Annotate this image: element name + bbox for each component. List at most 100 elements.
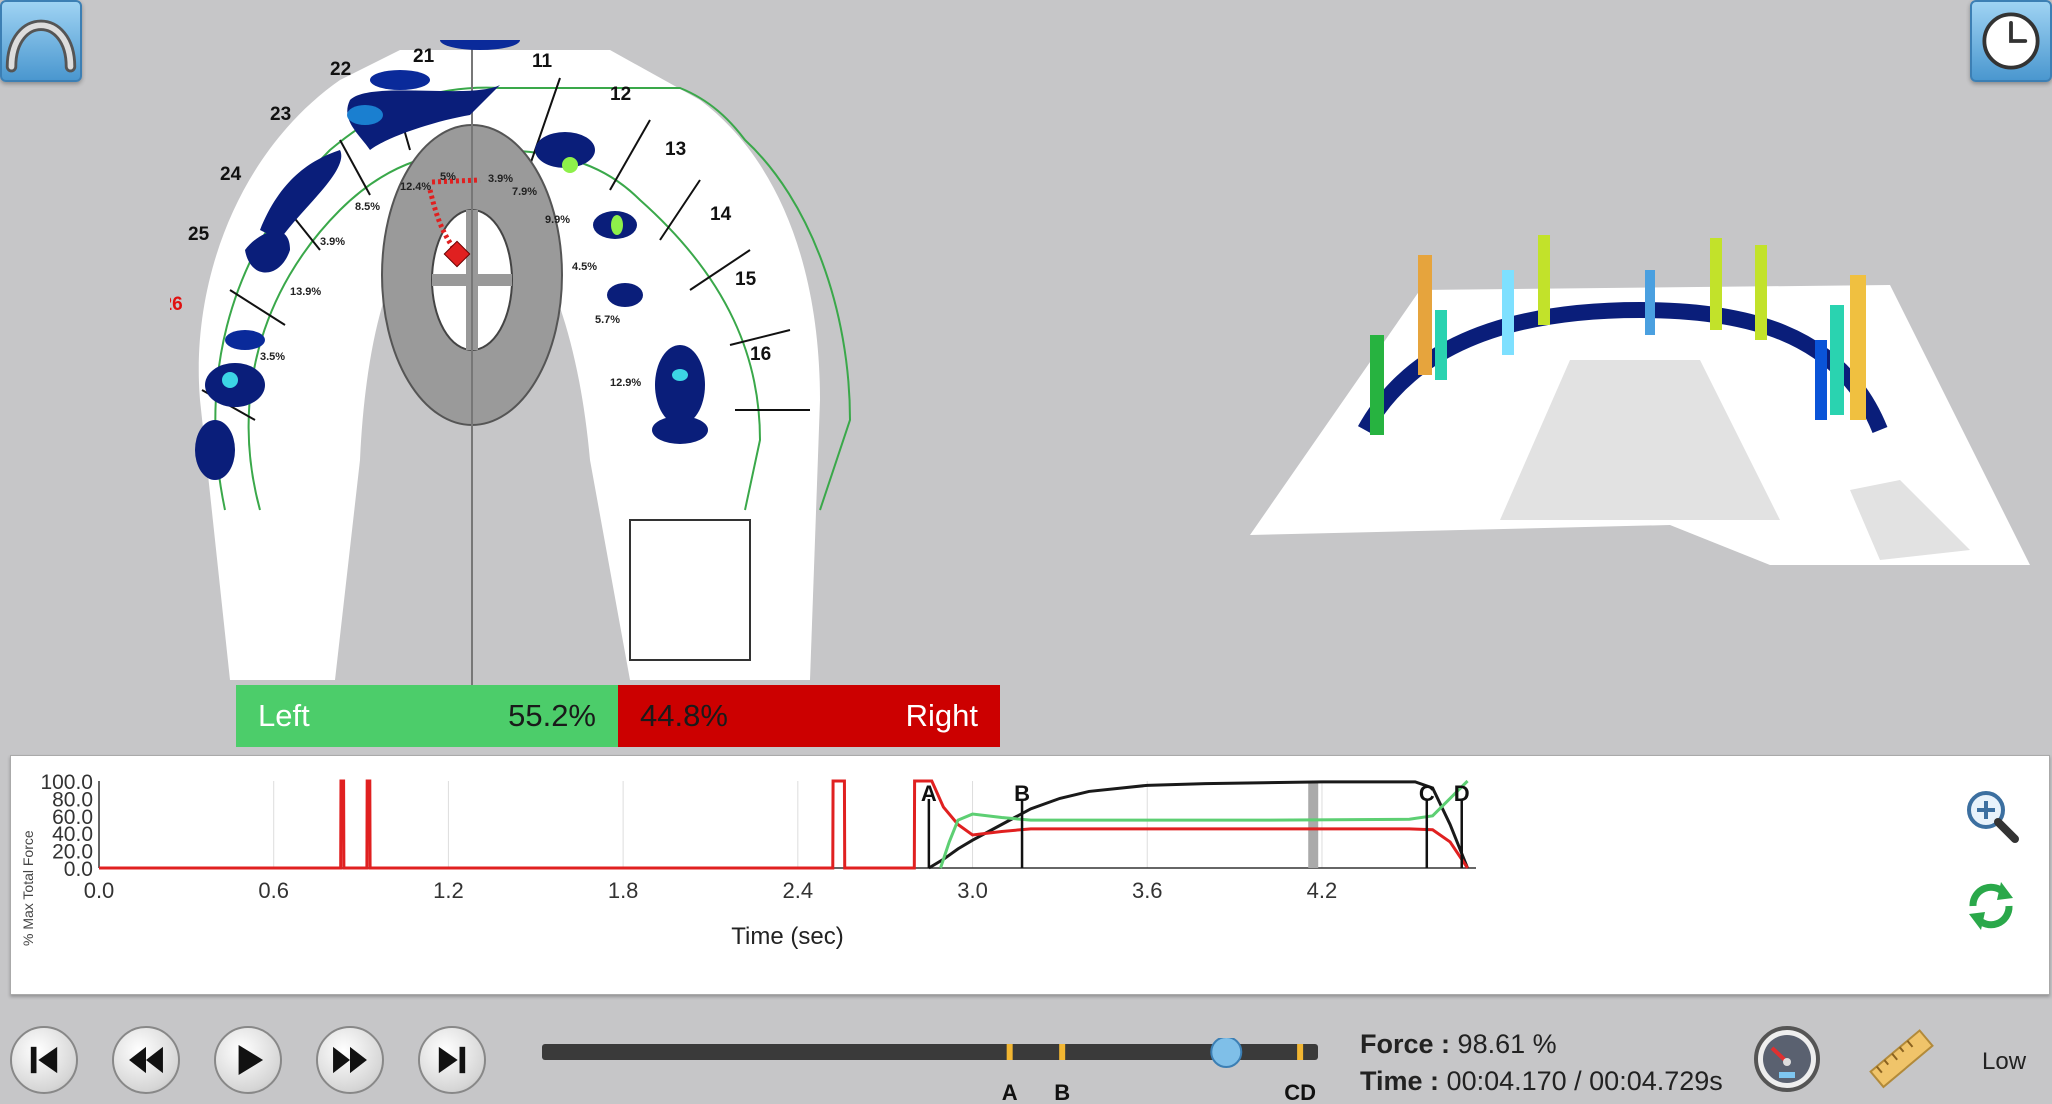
time-value: 00:04.170 / 00:04.729s: [1446, 1066, 1723, 1096]
play-button[interactable]: [214, 1026, 282, 1094]
arch-icon: [5, 19, 77, 73]
timeline-marker: [1006, 1044, 1013, 1060]
tooth-label: 16: [750, 344, 771, 365]
tooth-percent: 8.5%: [355, 201, 380, 213]
tooth-percent: 12.4%: [400, 181, 431, 193]
force-readout: Force : 98.61 % Time : 00:04.170 / 00:04…: [1360, 1026, 1723, 1100]
playback-toolbar: A B CD Force : 98.61 % Time : 00:04.170 / …: [0, 1004, 2052, 1104]
event-marker-label: A: [921, 781, 937, 806]
force-time-panel: 0.0 0.6 1.2 1.8 2.4 3.0 3.6 4.2 100.0 80.0 60.0 40.…: [10, 755, 2050, 995]
center-of-force-trail: [427, 177, 481, 252]
rewind-button[interactable]: [112, 1026, 180, 1094]
x-tick-label: 1.2: [433, 878, 464, 903]
left-label: Left: [258, 698, 310, 733]
tooth-label: 24: [220, 164, 242, 185]
y-tick-label: 80.0: [52, 788, 93, 811]
tooth-label: 23: [270, 104, 291, 125]
y-axis-title: % Max Total Force: [20, 830, 36, 946]
arch-view-button[interactable]: [0, 0, 82, 82]
arch-outer-outline: [214, 86, 852, 511]
tooth-percent: 7.9%: [512, 186, 537, 198]
time-label: Time :: [1360, 1066, 1440, 1096]
history-button[interactable]: [1970, 0, 2052, 82]
tooth-label-highlight: I-26: [170, 294, 183, 315]
event-marker-label: D: [1454, 781, 1470, 806]
x-tick-label: 0.6: [258, 878, 289, 903]
3d-force-bars: [1370, 235, 1866, 435]
force-series-line: [928, 780, 1469, 870]
force-time-chart[interactable]: 0.0 0.6 1.2 1.8 2.4 3.0 3.6 4.2 100.080.060.040.…: [11, 756, 1961, 996]
force-label: Force :: [1360, 1029, 1451, 1059]
tooth-label: 14: [710, 204, 732, 225]
force-value: 98.61 %: [1457, 1029, 1557, 1059]
tooth-percent: 5%: [440, 171, 456, 183]
tooth-percent: 3.9%: [320, 236, 345, 248]
x-tick-label: 0.0: [84, 878, 115, 903]
tooth-label: 25: [188, 224, 210, 245]
clock-icon: [1982, 12, 2040, 70]
y-tick-label: 0.0: [64, 858, 93, 881]
reset-zoom-button[interactable]: [1961, 876, 2021, 936]
center-of-force-marker: [443, 240, 471, 268]
timeline-marker-label: B: [1054, 1080, 1070, 1104]
playback-timeline[interactable]: A B CD: [540, 1038, 1320, 1104]
tooth-percent: 3.5%: [260, 351, 285, 363]
event-marker-label: B: [1014, 781, 1030, 806]
x-tick-label: 1.8: [608, 878, 639, 903]
3d-box: [1850, 480, 1970, 560]
timeline-marker: [1297, 1044, 1304, 1060]
right-balance-bar: 44.8% Right: [618, 685, 1000, 747]
right-label: Right: [905, 698, 978, 733]
force-series-line: [939, 779, 1469, 869]
y-tick-label: 100.0: [40, 771, 93, 794]
force-series-line: [99, 779, 1469, 870]
tooth-label: 12: [610, 84, 631, 105]
event-marker-label: C: [1419, 781, 1435, 806]
play-icon: [238, 1044, 264, 1076]
first-frame-button[interactable]: [10, 1026, 78, 1094]
last-frame-button[interactable]: [418, 1026, 486, 1094]
tooth-percent: 3.9%: [488, 173, 513, 185]
fast-forward-icon: [333, 1046, 367, 1074]
zoom-in-icon: [1967, 791, 2019, 843]
sensitivity-label[interactable]: Low: [1982, 1048, 2027, 1075]
right-percent: 44.8%: [640, 698, 728, 733]
tooth-percent: 9.9%: [545, 214, 570, 226]
y-tick-label: 60.0: [52, 806, 93, 829]
timeline-marker-label: A: [1002, 1080, 1018, 1104]
y-tick-label: 20.0: [52, 841, 93, 864]
timeline-marker-label: CD: [1284, 1080, 1316, 1104]
skip-end-icon: [438, 1046, 466, 1074]
x-tick-label: 3.6: [1132, 878, 1163, 903]
y-tick-label: 40.0: [52, 823, 93, 846]
x-tick-label: 3.0: [957, 878, 988, 903]
fast-forward-button[interactable]: [316, 1026, 384, 1094]
arch-3d-view[interactable]: [1240, 220, 2050, 580]
left-percent: 55.2%: [508, 698, 596, 733]
arch-force-map[interactable]: 21 22 23 24 25 I-26 11 12 13 14 15 16 12…: [170, 40, 1010, 690]
timeline-marker: [1059, 1044, 1066, 1060]
3d-palate: [1500, 360, 1780, 520]
gauge-icon[interactable]: [1752, 1024, 1822, 1094]
tooth-percent: 13.9%: [290, 286, 321, 298]
tooth-label: 22: [330, 59, 351, 80]
tooth-label: 21: [413, 46, 435, 67]
x-axis-title: Time (sec): [731, 923, 843, 950]
tooth-percent: 5.7%: [595, 314, 620, 326]
time-cursor: [1308, 781, 1319, 868]
rewind-icon: [129, 1046, 163, 1074]
tooth-label: 11: [532, 51, 553, 72]
zoom-button[interactable]: [1961, 786, 2021, 846]
tooth-label: 13: [665, 139, 686, 160]
skip-start-icon: [30, 1046, 58, 1074]
tooth-percent: 12.9%: [610, 377, 641, 389]
timeline-thumb: [1210, 1038, 1243, 1068]
ruler-icon[interactable]: [1862, 1022, 1938, 1098]
tooth-label: 15: [735, 269, 757, 290]
tooth-16-box: [629, 519, 751, 661]
refresh-icon: [1969, 882, 2013, 930]
x-tick-label: 4.2: [1307, 878, 1338, 903]
timeline-track: [542, 1044, 1318, 1060]
x-tick-label: 2.4: [783, 878, 814, 903]
left-balance-bar: Left 55.2%: [236, 685, 618, 747]
